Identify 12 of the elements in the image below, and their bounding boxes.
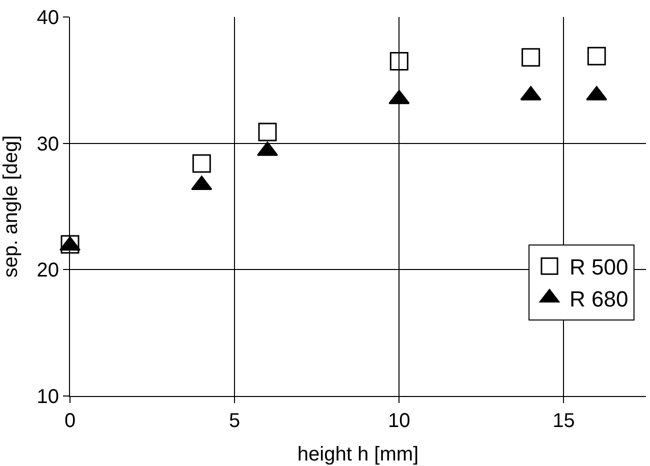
legend-label: R 680 [569, 286, 628, 312]
y-tick-label: 10 [36, 386, 59, 408]
x-axis-title: height h [mm] [297, 444, 419, 466]
y-tick-label: 30 [36, 133, 59, 156]
x-tick-label: 0 [64, 410, 76, 432]
x-tick-label: 10 [388, 410, 410, 432]
x-tick-label: 15 [552, 410, 575, 432]
y-axis-title: sep. angle [deg] [0, 135, 22, 278]
y-tick-label: 20 [36, 260, 59, 282]
legend-label: R 500 [569, 254, 628, 280]
y-tick-label: 40 [36, 7, 59, 29]
x-tick-label: 5 [229, 410, 240, 432]
